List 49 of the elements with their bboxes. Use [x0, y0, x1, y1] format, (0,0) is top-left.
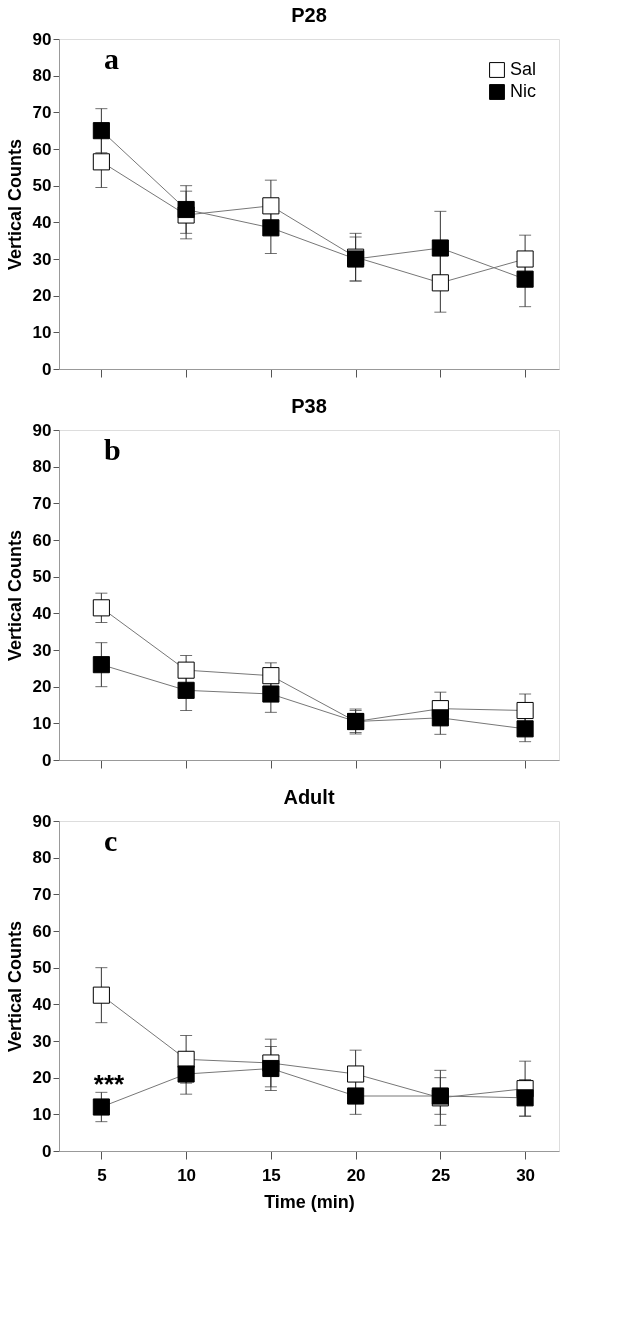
x-tick-label: 10	[177, 1165, 197, 1185]
y-tick-label: 60	[32, 921, 52, 941]
y-tick-label: 90	[32, 420, 52, 440]
y-tick-label: 70	[32, 493, 52, 513]
x-tick-label: 25	[431, 1165, 451, 1185]
y-tick-label: 40	[32, 994, 52, 1014]
y-tick-label: 90	[32, 811, 52, 831]
y-tick-label: 30	[32, 640, 52, 660]
y-tick-label: 0	[42, 750, 52, 770]
y-tick-label: 60	[32, 139, 52, 159]
x-tick-label: 20	[346, 1165, 366, 1185]
y-tick-label: 20	[32, 1068, 52, 1088]
annotation: c	[104, 824, 118, 857]
legend-label: Sal	[510, 59, 537, 79]
y-tick-label: 10	[32, 1104, 52, 1124]
y-tick-label: 0	[42, 1141, 52, 1161]
y-tick-label: 10	[32, 322, 52, 342]
y-tick-label: 40	[32, 603, 52, 623]
chart-title: Adult	[283, 786, 335, 808]
y-tick-label: 50	[32, 958, 52, 978]
y-tick-label: 30	[32, 249, 52, 269]
y-tick-label: 20	[32, 286, 52, 306]
y-tick-label: 80	[32, 848, 52, 868]
chart-title: P38	[291, 395, 327, 417]
x-tick-label: 30	[516, 1165, 536, 1185]
y-axis-title: Vertical Counts	[4, 529, 25, 662]
chart-title: P28	[291, 4, 327, 26]
y-tick-label: 0	[42, 359, 52, 379]
y-tick-label: 90	[32, 29, 52, 49]
y-tick-label: 80	[32, 457, 52, 477]
x-tick-label: 15	[261, 1165, 281, 1185]
y-tick-label: 50	[32, 567, 52, 587]
y-tick-label: 70	[32, 884, 52, 904]
y-axis-title: Vertical Counts	[4, 138, 25, 271]
x-tick-label: 5	[97, 1165, 107, 1185]
y-tick-label: 20	[32, 677, 52, 697]
annotation: ***	[93, 1069, 126, 1099]
y-tick-label: 60	[32, 530, 52, 550]
legend-label: Nic	[510, 81, 536, 101]
y-tick-label: 50	[32, 176, 52, 196]
annotation: a	[104, 42, 119, 75]
x-axis-title: Time (min)	[264, 1191, 355, 1212]
y-tick-label: 70	[32, 102, 52, 122]
y-axis-title: Vertical Counts	[4, 920, 25, 1053]
y-tick-label: 40	[32, 212, 52, 232]
annotation: b	[104, 433, 121, 466]
y-tick-label: 10	[32, 713, 52, 733]
y-tick-label: 80	[32, 66, 52, 86]
y-tick-label: 30	[32, 1031, 52, 1051]
